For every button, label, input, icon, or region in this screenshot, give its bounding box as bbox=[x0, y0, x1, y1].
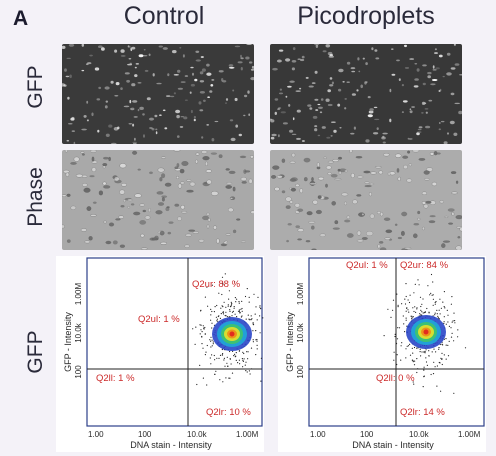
row-label-phase: Phase bbox=[24, 167, 47, 227]
flow-plot-picodroplets-svg: Q2ul: 1 % Q2ur: 84 % Q2ll: 0 % Q2lr: 14 … bbox=[285, 257, 485, 450]
y-tick: 1.00M bbox=[74, 283, 83, 306]
panel-letter: A bbox=[13, 7, 29, 30]
plot-frame bbox=[86, 257, 263, 427]
quadrant-ur-label: Q2ur: 84 % bbox=[400, 260, 449, 271]
gfp-micrograph-picodroplets bbox=[270, 44, 462, 144]
row-label-gfp-flow: GFP bbox=[24, 330, 47, 374]
column-title-control: Control bbox=[123, 2, 205, 30]
y-tick: 100 bbox=[296, 365, 305, 379]
y-axis-label: GFP - Intensity bbox=[63, 312, 73, 372]
gfp-cells-picodroplets bbox=[270, 44, 462, 144]
y-tick: 100 bbox=[74, 365, 83, 379]
y-tick: 1.00M bbox=[296, 283, 305, 306]
x-tick: 1.00M bbox=[458, 430, 481, 439]
quadrant-ul-label: Q2ul: 1 % bbox=[138, 314, 180, 325]
phase-micrograph-picodroplets bbox=[270, 150, 462, 250]
quadrant-ll-label: Q2ll: 1 % bbox=[96, 373, 135, 384]
quadrant-lr-label: Q2lr: 14 % bbox=[400, 407, 445, 418]
x-tick: 100 bbox=[138, 430, 152, 439]
quadrant-ur-label: Q2ur: 88 % bbox=[192, 279, 241, 290]
phase-micrograph-control bbox=[62, 150, 254, 250]
flow-plot-control: Q2ur: 88 % Q2ul: 1 % Q2ll: 1 % Q2lr: 10 … bbox=[56, 256, 264, 452]
x-tick: 1.00 bbox=[310, 430, 326, 439]
x-tick: 100 bbox=[360, 430, 374, 439]
phase-cells-control bbox=[62, 150, 254, 250]
phase-cells-picodroplets bbox=[271, 150, 462, 250]
gfp-cells-control bbox=[62, 44, 254, 144]
y-axis-label: GFP - Intensity bbox=[285, 312, 295, 372]
x-tick: 1.00M bbox=[236, 430, 259, 439]
x-tick: 10.0k bbox=[409, 430, 430, 439]
column-title-picodroplets: Picodroplets bbox=[297, 2, 435, 30]
x-tick: 10.0k bbox=[187, 430, 208, 439]
flow-plot-picodroplets: Q2ul: 1 % Q2ur: 84 % Q2ll: 0 % Q2lr: 14 … bbox=[278, 256, 486, 452]
quadrant-lr-label: Q2lr: 10 % bbox=[206, 407, 251, 418]
quadrant-ll-label: Q2ll: 0 % bbox=[376, 373, 415, 384]
flow-plot-control-svg: Q2ur: 88 % Q2ul: 1 % Q2ll: 1 % Q2lr: 10 … bbox=[63, 257, 264, 450]
y-tick: 10.0k bbox=[296, 322, 305, 343]
y-tick: 10.0k bbox=[74, 322, 83, 343]
row-label-gfp-micrograph: GFP bbox=[24, 65, 47, 109]
quadrant-ul-label: Q2ul: 1 % bbox=[346, 260, 388, 271]
gfp-micrograph-control bbox=[62, 44, 254, 144]
x-axis-label: DNA stain - Intensity bbox=[130, 440, 212, 450]
x-axis-label: DNA stain - Intensity bbox=[352, 440, 434, 450]
x-tick: 1.00 bbox=[88, 430, 104, 439]
